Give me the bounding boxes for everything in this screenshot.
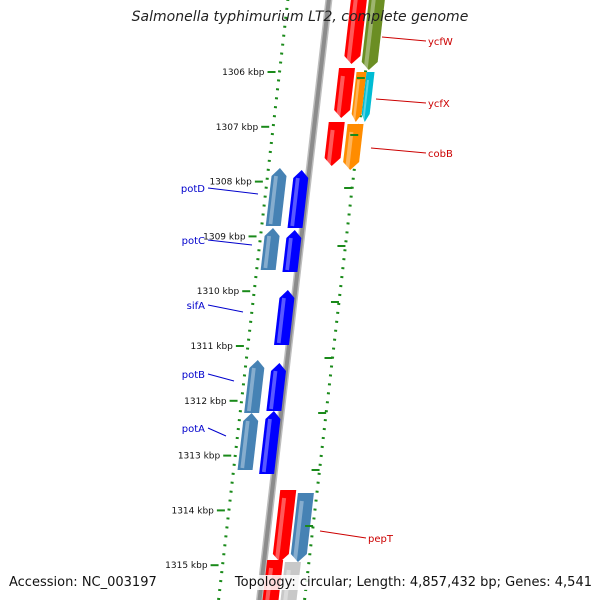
gene-pepT-steel-body — [290, 493, 314, 562]
gene-pepT-red-body — [272, 490, 297, 562]
ruler-label: 1307 kbp — [216, 123, 259, 133]
gene-potC-steel — [260, 228, 280, 270]
leader-line-cobB — [370, 147, 427, 154]
gene-potB-blue-shine — [269, 370, 278, 410]
ruler-label: 1312 kbp — [184, 397, 227, 407]
gene-ycfX-cyan — [361, 72, 375, 122]
gene-cobB-orange-body — [343, 124, 364, 170]
ruler-label: 1315 kbp — [165, 561, 208, 571]
leader-line-potB — [207, 373, 235, 382]
leader-line-ycfW — [381, 36, 427, 42]
gene-label-sifA: sifA — [187, 301, 206, 312]
leader-line-potC — [207, 239, 253, 246]
gene-pepT-steel — [290, 493, 314, 562]
gene-ycfW-olive — [361, 0, 385, 70]
gene-ycfX-red — [334, 68, 355, 118]
gene-ycfW-olive-shine — [363, 0, 376, 69]
gene-pepT-steel-shine — [292, 500, 304, 561]
ruler-label: 1313 kbp — [178, 452, 221, 462]
gene-potD-steel-body — [265, 168, 287, 226]
leader-line-potD — [207, 187, 259, 195]
gene-potA-steel-shine — [240, 420, 250, 469]
leader-line-potA — [207, 427, 227, 437]
ruler-label: 1306 kbp — [222, 68, 265, 78]
gene-sifA-blue-shine — [276, 297, 286, 344]
gene-potC-steel-shine — [263, 235, 271, 269]
genome-summary-label: Topology: circular; Length: 4,857,432 bp… — [232, 575, 592, 590]
leader-line-pepT — [319, 530, 367, 539]
map-title: Salmonella typhimurium LT2, complete gen… — [131, 9, 469, 25]
ruler-label: 1310 kbp — [197, 287, 240, 297]
gene-label-cobB: cobB — [428, 149, 453, 160]
gene-ycfX-red-body — [334, 68, 355, 118]
gene-potA-blue-shine — [261, 418, 272, 473]
gene-pepT-red-shine — [274, 497, 287, 561]
gene-sifA-blue — [273, 290, 295, 345]
gene-ycfX-orange-body — [351, 72, 367, 122]
gene-potA-blue-body — [259, 411, 281, 474]
gene-ycfX-red-shine — [336, 75, 345, 117]
gene-potB-steel-body — [244, 360, 265, 413]
gene-cobB-orange — [343, 124, 364, 170]
gene-potC-blue-shine — [285, 237, 293, 271]
gene-cobB-orange-shine — [345, 131, 354, 169]
accession-label: Accession: NC_003197 — [9, 575, 157, 590]
gene-ycfX-orange — [351, 72, 367, 122]
gene-ycfW-red-shine — [346, 0, 358, 63]
gene-cobB-red — [324, 122, 345, 166]
gene-label-potD: potD — [181, 184, 205, 195]
gene-potD-steel-shine — [268, 175, 278, 225]
gene-ycfX-cyan-shine — [362, 79, 369, 121]
gene-potC-steel-body — [260, 228, 280, 270]
gene-label-potC: potC — [182, 236, 205, 247]
leader-line-ycfX — [375, 98, 427, 104]
gene-potA-blue — [259, 411, 281, 474]
gene-potC-blue-body — [282, 230, 302, 272]
gene-label-potB: potB — [182, 370, 205, 381]
gene-cobB-red-body — [324, 122, 345, 166]
backbone-line — [257, 0, 331, 600]
gene-cobB-red-shine — [326, 129, 335, 165]
leader-line-sifA — [207, 304, 244, 313]
gene-ycfW-red — [344, 0, 367, 64]
gene-potA-steel-body — [237, 413, 259, 470]
gene-potD-blue-shine — [290, 177, 300, 227]
gene-potC-blue — [282, 230, 302, 272]
gene-label-pepT: pepT — [368, 534, 394, 545]
gene-ycfX-cyan-body — [361, 72, 375, 122]
gene-potD-blue — [287, 170, 309, 228]
ruler-label: 1314 kbp — [171, 506, 214, 516]
gene-pepT-red — [272, 490, 297, 562]
gene-potD-blue-body — [287, 170, 309, 228]
gene-label-ycfX: ycfX — [428, 99, 450, 110]
gene-potD-steel — [265, 168, 287, 226]
gene-label-potA: potA — [182, 424, 205, 435]
gene-sifA-blue-body — [273, 290, 295, 345]
ruler-label: 1308 kbp — [209, 178, 252, 188]
gene-potB-steel-shine — [247, 367, 256, 412]
ruler-label: 1309 kbp — [203, 232, 246, 242]
gene-potB-blue-body — [266, 363, 286, 411]
gene-potB-steel — [244, 360, 265, 413]
gene-potB-blue — [266, 363, 286, 411]
ruler-label: 1311 kbp — [190, 342, 233, 352]
gene-label-ycfW: ycfW — [428, 37, 453, 48]
gene-ycfW-olive-body — [361, 0, 385, 70]
gene-potA-steel — [237, 413, 259, 470]
gene-ycfX-orange-shine — [352, 79, 360, 121]
gene-ycfW-red-body — [344, 0, 367, 64]
